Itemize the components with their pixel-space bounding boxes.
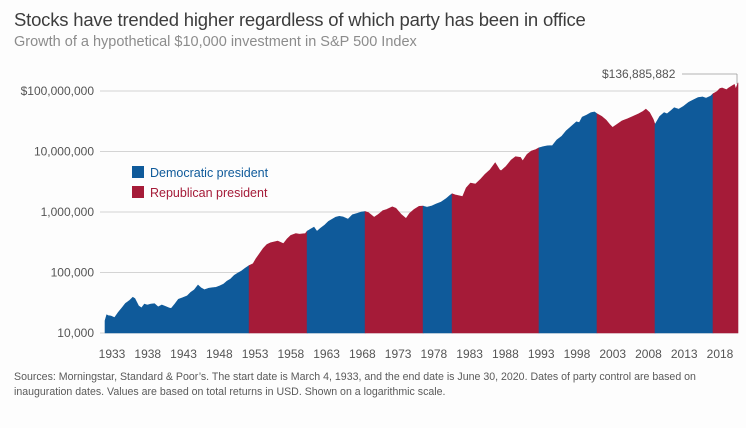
- democratic-period-area: [654, 93, 714, 334]
- x-tick-label: 1988: [492, 347, 519, 361]
- x-tick-label: 1993: [528, 347, 555, 361]
- x-tick-label: 2003: [599, 347, 626, 361]
- x-tick-label: 1963: [313, 347, 340, 361]
- republican-period-area: [364, 205, 424, 334]
- x-tick-label: 1968: [349, 347, 376, 361]
- x-tick-label: 1933: [99, 347, 126, 361]
- legend-swatch-republican: [132, 186, 144, 198]
- legend-label-democratic: Democratic president: [150, 166, 269, 180]
- x-tick-label: 1978: [421, 347, 448, 361]
- democratic-period-area: [422, 193, 453, 334]
- legend-swatch-democratic: [132, 166, 144, 178]
- y-axis-ticks: 10,000 100,000 1,000,000 10,000,000 $100,000…: [21, 84, 95, 340]
- y-tick-label: 10,000: [57, 326, 94, 340]
- republican-period-area: [596, 108, 656, 334]
- x-tick-label: 1953: [242, 347, 269, 361]
- democratic-period-area: [538, 111, 598, 334]
- y-tick-label: 1,000,000: [41, 205, 95, 219]
- democratic-period-area: [104, 265, 250, 334]
- democratic-period-area: [306, 211, 366, 334]
- chart-subtitle: Growth of a hypothetical $10,000 investm…: [14, 34, 417, 50]
- end-value-label: $136,885,882: [602, 67, 676, 81]
- republican-period-area: [712, 82, 739, 334]
- party-area-segments: [104, 82, 739, 334]
- x-tick-label: 1983: [456, 347, 483, 361]
- x-tick-label: 2008: [635, 347, 662, 361]
- y-tick-label: 10,000,000: [34, 145, 94, 159]
- footnote: Sources: Morningstar, Standard & Poor’s.…: [14, 371, 696, 398]
- x-tick-label: 1973: [385, 347, 412, 361]
- end-value-annotation: $136,885,882: [602, 67, 738, 84]
- republican-period-area: [451, 147, 540, 334]
- x-tick-label: 2013: [671, 347, 698, 361]
- x-tick-label: 1998: [564, 347, 591, 361]
- x-tick-label: 1938: [134, 347, 161, 361]
- x-axis-ticks: 1933 1938 1943 1948 1953 1958 1963 1968 1973 1978…: [99, 347, 734, 361]
- x-tick-label: 1958: [277, 347, 304, 361]
- chart-title: Stocks have trended higher regardless of…: [14, 9, 586, 30]
- legend: Democratic president Republican presiden…: [132, 166, 269, 200]
- republican-period-area: [248, 230, 308, 334]
- y-tick-label: $100,000,000: [21, 84, 95, 98]
- x-tick-label: 1943: [170, 347, 197, 361]
- x-tick-label: 2018: [707, 347, 734, 361]
- x-tick-label: 1948: [206, 347, 233, 361]
- y-tick-label: 100,000: [51, 266, 95, 280]
- legend-label-republican: Republican president: [150, 186, 268, 200]
